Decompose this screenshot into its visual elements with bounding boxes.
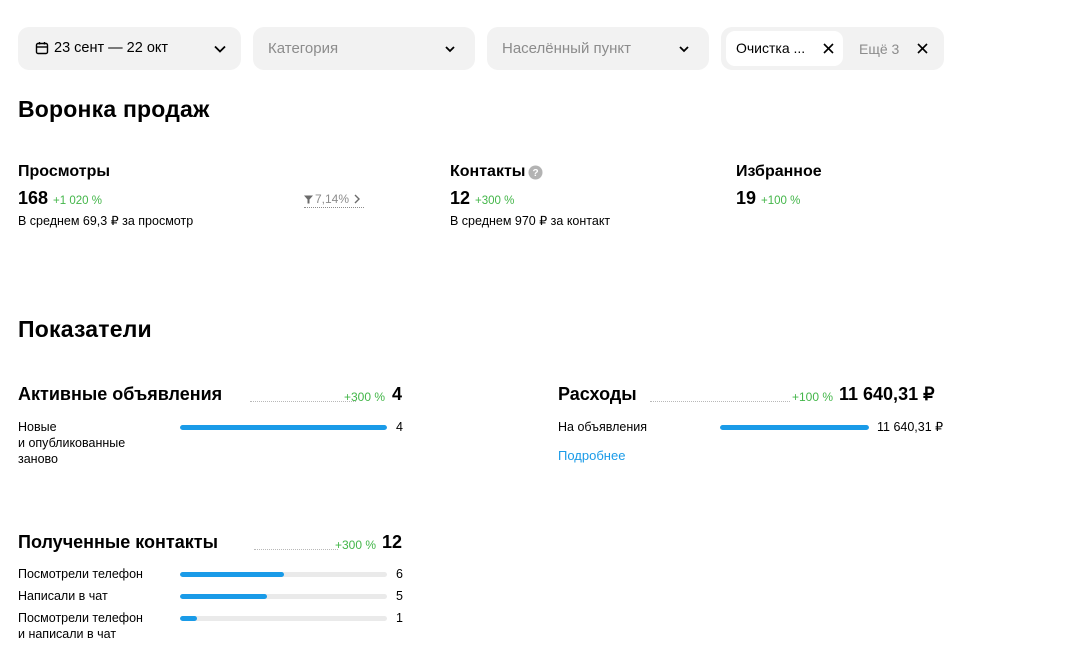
conversion-value: 7,14% <box>315 192 350 206</box>
date-range-filter[interactable]: 23 сент — 22 окт <box>18 27 241 70</box>
expenses-block: Расходы +100 % 11 640,31 ₽ На объявления… <box>558 384 948 474</box>
contacts-avg: В среднем 970 ₽ за контакт <box>450 214 611 228</box>
progress-track <box>180 616 387 621</box>
calendar-icon <box>35 42 49 55</box>
progress-track <box>180 572 387 577</box>
funnel-title: Воронка продаж <box>18 96 210 122</box>
views-delta: +1 020 % <box>53 195 102 207</box>
contacts-delta: +300 % <box>475 195 515 207</box>
list-item: Написали в чат 5 <box>18 588 404 606</box>
leader-dots <box>650 401 790 402</box>
views-metric: Просмотры 168 +1 020 % В среднем 69,3 ₽ … <box>18 163 193 228</box>
category-placeholder: Категория <box>268 40 339 57</box>
details-link[interactable]: Подробнее <box>558 448 626 463</box>
active-ads-block: Активные объявления +300 % 4 Новые и опу… <box>18 384 404 474</box>
row-label: Новые и опубликованные заново <box>18 420 126 466</box>
list-item: Посмотрели телефон и написали в чат 1 <box>18 610 404 644</box>
active-ads-delta: +300 % <box>344 390 386 404</box>
row-value: 6 <box>396 567 403 581</box>
row-value: 11 640,31 ₽ <box>877 420 944 434</box>
expenses-title: Расходы <box>558 384 637 404</box>
conversion-link[interactable]: 7,14% <box>304 192 365 208</box>
active-ads-total: 4 <box>392 384 403 404</box>
city-placeholder: Населённый пункт <box>502 40 632 57</box>
views-label: Просмотры <box>18 163 111 180</box>
progress-track <box>720 425 869 430</box>
progress-fill <box>180 594 267 599</box>
row-label: На объявления <box>558 420 647 434</box>
list-item: Новые и опубликованные заново 4 <box>18 419 404 469</box>
list-item: На объявления 11 640,31 ₽ <box>558 419 948 437</box>
views-value: 168 <box>18 188 49 208</box>
date-range-label: 23 сент — 22 окт <box>54 40 169 56</box>
row-value: 4 <box>396 420 403 434</box>
chevron-down-icon <box>445 46 455 53</box>
contacts-block-total: 12 <box>382 532 403 552</box>
chevron-down-icon <box>679 46 689 53</box>
contacts-value: 12 <box>450 188 471 208</box>
progress-fill <box>720 425 869 430</box>
help-icon[interactable]: ? <box>528 165 543 180</box>
leader-dots <box>254 549 338 550</box>
contacts-block-delta: +300 % <box>335 538 377 552</box>
leader-dots <box>250 401 356 402</box>
contacts-label: Контакты <box>450 163 526 180</box>
favorites-value: 19 <box>736 188 757 208</box>
category-filter[interactable]: Категория <box>253 27 475 70</box>
progress-track <box>180 594 387 599</box>
extra-filters: Очистка ... Ещё 3 <box>721 27 944 70</box>
more-filters-button[interactable]: Ещё 3 <box>859 41 900 57</box>
contacts-metric: Контакты ? 12 +300 % В среднем 970 ₽ за … <box>450 163 610 228</box>
chevron-right-icon <box>354 194 361 204</box>
filter-chip-label: Очистка ... <box>736 40 806 56</box>
row-value: 1 <box>396 611 403 625</box>
row-label: Посмотрели телефон <box>18 567 143 581</box>
active-ads-title: Активные объявления <box>18 384 223 404</box>
expenses-delta: +100 % <box>792 390 834 404</box>
close-icon[interactable] <box>822 42 835 55</box>
expenses-total: 11 640,31 ₽ <box>839 384 935 404</box>
indicators-title: Показатели <box>18 316 152 342</box>
contacts-block: Полученные контакты +300 % 12 Посмотрели… <box>18 532 404 657</box>
contacts-block-title: Полученные контакты <box>18 532 218 552</box>
progress-fill <box>180 572 284 577</box>
row-label: Написали в чат <box>18 589 108 603</box>
chevron-down-icon <box>214 45 226 53</box>
row-value: 5 <box>396 589 403 603</box>
views-avg: В среднем 69,3 ₽ за просмотр <box>18 214 194 228</box>
favorites-label: Избранное <box>736 163 822 180</box>
favorites-metric: Избранное 19 +100 % <box>736 163 822 209</box>
favorites-delta: +100 % <box>761 195 801 207</box>
progress-fill <box>180 425 387 430</box>
city-filter[interactable]: Населённый пункт <box>487 27 709 70</box>
clear-filters-icon[interactable] <box>916 42 929 55</box>
row-label: Посмотрели телефон и написали в чат <box>18 611 143 641</box>
progress-track <box>180 425 387 430</box>
funnel-icon <box>304 195 313 203</box>
list-item: Посмотрели телефон 6 <box>18 566 404 584</box>
progress-fill <box>180 616 197 621</box>
svg-text:?: ? <box>533 168 539 179</box>
filter-chip[interactable]: Очистка ... <box>726 31 843 66</box>
